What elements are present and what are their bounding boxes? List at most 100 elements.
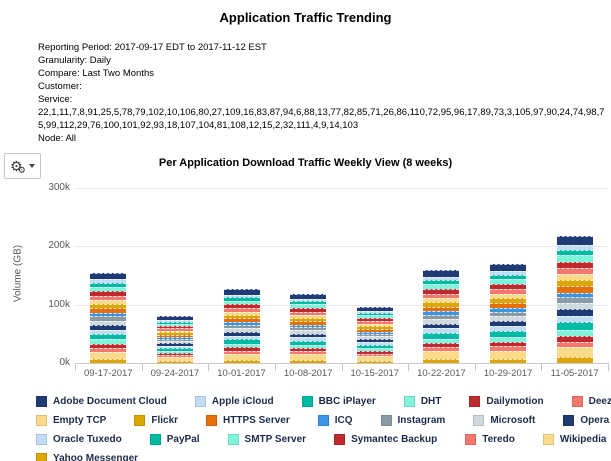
legend-item-smtp-server[interactable]: SMTP Server: [227, 434, 306, 445]
legend-item-oracle-tuxedo[interactable]: Oracle Tuxedo: [36, 434, 122, 445]
bar-segment[interactable]: [90, 308, 127, 314]
bar-segment[interactable]: [290, 354, 327, 360]
bar-segment[interactable]: [490, 271, 527, 275]
bar-segment[interactable]: [490, 293, 527, 298]
bar-segment[interactable]: [156, 353, 193, 356]
bar-segment[interactable]: [423, 269, 460, 277]
bar-segment[interactable]: [156, 334, 193, 338]
bar-segment[interactable]: [90, 279, 127, 283]
bar-segment[interactable]: [356, 310, 393, 313]
bar-segment[interactable]: [290, 298, 327, 302]
bar-segment[interactable]: [490, 326, 527, 331]
bar-segment[interactable]: [490, 302, 527, 309]
bar-segment[interactable]: [490, 358, 527, 363]
legend-item-icq[interactable]: ICQ: [317, 415, 353, 426]
legend-item-instagram[interactable]: Instagram: [380, 415, 445, 426]
legend-item-dailymotion[interactable]: Dailymotion: [469, 396, 544, 407]
bar-segment[interactable]: [490, 316, 527, 322]
bar-segment[interactable]: [490, 311, 527, 317]
bar-segment[interactable]: [90, 320, 127, 325]
bar-segment[interactable]: [223, 308, 260, 312]
bar-segment[interactable]: [90, 313, 127, 317]
bar-segment[interactable]: [423, 311, 460, 315]
bar-segment[interactable]: [290, 344, 327, 349]
legend-item-adobe-document-cloud[interactable]: Adobe Document Cloud: [36, 396, 167, 407]
bar-segment[interactable]: [156, 330, 193, 333]
bar-segment[interactable]: [356, 356, 393, 361]
bar-segment[interactable]: [223, 350, 260, 354]
bar-segment[interactable]: [356, 306, 393, 311]
bar-segment[interactable]: [556, 235, 593, 246]
bar-segment[interactable]: [290, 330, 327, 334]
bar-segment[interactable]: [356, 325, 393, 329]
bar-segment[interactable]: [490, 330, 527, 338]
bar-segment[interactable]: [290, 351, 327, 355]
bar-segment[interactable]: [356, 360, 393, 363]
bar-segment[interactable]: [223, 339, 260, 344]
bar-segment[interactable]: [156, 360, 193, 363]
legend-item-flickr[interactable]: Flickr: [134, 415, 178, 426]
bar-segment[interactable]: [223, 353, 260, 360]
bar-segment[interactable]: [90, 295, 127, 301]
bar-segment[interactable]: [156, 328, 193, 331]
bar-segment[interactable]: [223, 328, 260, 332]
bar-segment[interactable]: [423, 332, 460, 339]
bar-segment[interactable]: [356, 339, 393, 343]
bar-segment[interactable]: [423, 358, 460, 363]
bar-segment[interactable]: [423, 301, 460, 307]
stacked-bar-10-08-2017[interactable]: [290, 293, 327, 363]
bar-segment[interactable]: [156, 321, 193, 324]
bar-segment[interactable]: [223, 359, 260, 363]
bar-segment[interactable]: [290, 293, 327, 299]
bar-segment[interactable]: [156, 338, 193, 342]
bar-segment[interactable]: [290, 308, 327, 312]
stacked-bar-09-24-2017[interactable]: [156, 316, 193, 363]
bar-segment[interactable]: [223, 294, 260, 298]
bar-segment[interactable]: [90, 272, 127, 280]
bar-segment[interactable]: [290, 340, 327, 345]
bar-segment[interactable]: [156, 341, 193, 344]
bar-segment[interactable]: [90, 351, 127, 360]
bar-segment[interactable]: [356, 348, 393, 351]
bar-segment[interactable]: [556, 329, 593, 336]
bar-segment[interactable]: [423, 279, 460, 284]
bar-segment[interactable]: [156, 323, 193, 326]
bar-segment[interactable]: [223, 324, 260, 329]
bar-segment[interactable]: [290, 311, 327, 315]
bar-segment[interactable]: [156, 319, 193, 322]
bar-segment[interactable]: [290, 317, 327, 322]
stacked-bar-10-29-2017[interactable]: [490, 263, 527, 363]
bar-segment[interactable]: [556, 261, 593, 269]
legend-item-bbc-iplayer[interactable]: BBC iPlayer: [301, 396, 376, 407]
bar-segment[interactable]: [223, 289, 260, 295]
bar-segment[interactable]: [356, 318, 393, 322]
legend-item-https-server[interactable]: HTTPS Server: [206, 415, 290, 426]
legend-item-opera-mini[interactable]: Opera Mini: [563, 415, 611, 426]
bar-segment[interactable]: [90, 286, 127, 292]
bar-segment[interactable]: [356, 333, 393, 337]
bar-segment[interactable]: [223, 314, 260, 319]
bar-segment[interactable]: [556, 347, 593, 358]
bar-segment[interactable]: [156, 357, 193, 361]
bar-segment[interactable]: [356, 312, 393, 316]
bar-segment[interactable]: [290, 337, 327, 341]
bar-segment[interactable]: [90, 347, 127, 352]
bar-segment[interactable]: [423, 314, 460, 320]
bar-segment[interactable]: [90, 339, 127, 344]
bar-segment[interactable]: [556, 274, 593, 280]
bar-segment[interactable]: [490, 289, 527, 294]
bar-segment[interactable]: [156, 343, 193, 346]
bar-segment[interactable]: [223, 335, 260, 340]
bar-segment[interactable]: [223, 311, 260, 315]
bar-segment[interactable]: [556, 286, 593, 293]
bar-segment[interactable]: [490, 350, 527, 359]
bar-segment[interactable]: [156, 345, 193, 348]
bar-segment[interactable]: [223, 343, 260, 348]
bar-segment[interactable]: [423, 328, 460, 333]
bar-segment[interactable]: [423, 319, 460, 324]
bar-segment[interactable]: [423, 342, 460, 348]
bar-segment[interactable]: [423, 351, 460, 359]
bar-segment[interactable]: [556, 292, 593, 298]
bar-segment[interactable]: [423, 338, 460, 343]
bar-segment[interactable]: [490, 263, 527, 272]
